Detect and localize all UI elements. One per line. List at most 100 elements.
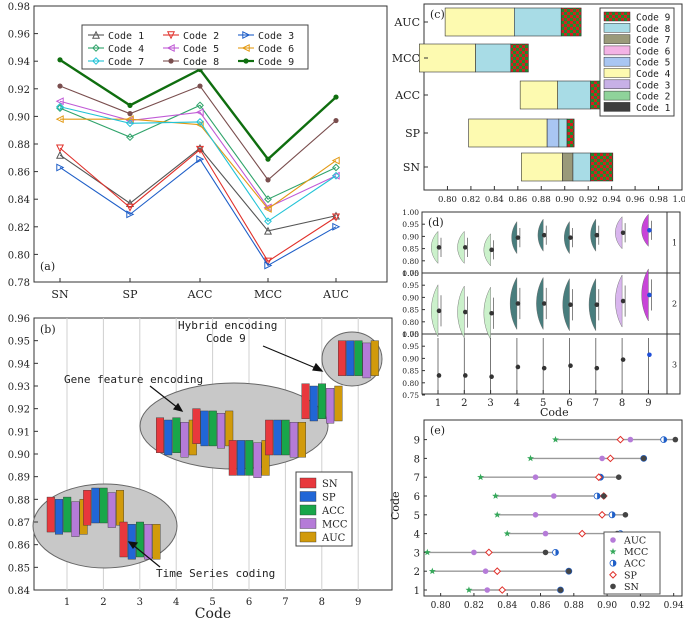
panel-a-xtick-label: ACC <box>187 288 213 301</box>
point-sn-code-9 <box>672 436 679 443</box>
legend-swatch-code3 <box>603 79 631 90</box>
segment-mcc-code4 <box>419 43 476 73</box>
legend-label-code8: Code 8 <box>636 24 671 35</box>
panel-d-ytick-label: 0.95 <box>402 342 419 351</box>
point-code-7 <box>332 171 340 180</box>
bar-code-9-auc <box>370 340 379 376</box>
panel-d-ytick-label: 0.80 <box>402 379 419 388</box>
legend-label-code2: Code 2 <box>636 92 670 103</box>
segment-sn-code7 <box>562 152 574 182</box>
bar-code-9-sn <box>338 340 347 376</box>
panel-e-xtick-label: 0.82 <box>464 601 484 611</box>
legend-marker-code-6 <box>241 43 250 53</box>
panel-c-category-label: MCC <box>392 52 420 65</box>
point-auc-code-2 <box>482 568 489 574</box>
panel-b-ytick-label: 0.93 <box>8 382 30 393</box>
mean-row1-code-5 <box>541 232 547 238</box>
panel-d-violin-chart: (d) 0.75 0.80 0.85 0.90 0.95 1.00 1 0.75 0.80 0.8… <box>402 208 681 419</box>
segment-sp-code8 <box>558 118 568 148</box>
bar-code-2-sn <box>83 490 92 526</box>
bar-code-3-sn <box>119 521 128 558</box>
bar-code-6-acc <box>245 440 254 476</box>
mean-row2-code-4 <box>515 301 521 306</box>
panel-b-xtick-label: 6 <box>246 597 252 608</box>
panel-b-ytick-label: 0.84 <box>8 586 30 597</box>
panel-b-xtick-label: 8 <box>319 597 325 608</box>
panel-e-xtick-label: 0.86 <box>530 601 550 611</box>
annotation-code-9: Code 9 <box>206 332 246 345</box>
point-code-5 <box>195 108 204 117</box>
panel-c-category-label: SN <box>403 161 421 174</box>
point-acc-code-6 <box>593 492 601 500</box>
bar-code-1-acc <box>63 496 72 533</box>
legend-swatch-acc <box>299 504 317 516</box>
panel-b-xtick-label: 5 <box>209 597 215 608</box>
point-code-2 <box>55 144 65 153</box>
panel-a-ytick-label: 0.94 <box>8 57 30 68</box>
legend-label-code-7: Code 7 <box>108 57 144 68</box>
bar-code-1-sn <box>46 496 55 533</box>
segment-acc-code4 <box>519 80 558 110</box>
mean-row3-code-1 <box>436 373 442 378</box>
mean-row2-code-7 <box>594 302 600 308</box>
segment-sn-code4 <box>521 152 563 182</box>
panel-e-xtick-label: 0.88 <box>564 601 584 611</box>
point-code-1 <box>195 143 205 152</box>
mean-row2-code-1 <box>436 308 442 314</box>
panel-e-xtick-label: 0.90 <box>597 601 617 611</box>
panel-e-ytick-label: 8 <box>414 454 420 465</box>
point-code-7 <box>126 119 134 128</box>
point-acc-code-5 <box>608 511 616 519</box>
panel-d-ytick-label: 0.80 <box>402 318 419 327</box>
mean-row3-code-5 <box>541 365 547 371</box>
panel-c-xtick-label: 0.90 <box>555 195 574 205</box>
point-code-3 <box>126 210 135 219</box>
panel-d-ytick-label: 0.85 <box>402 245 419 254</box>
legend-label-sp: SP <box>624 570 638 581</box>
mean-row1-code-8 <box>620 230 626 236</box>
legend-label-sn: SN <box>624 582 639 593</box>
legend-marker-code-7 <box>92 57 100 65</box>
panel-b-ytick-label: 0.90 <box>8 450 30 461</box>
segment-auc-code4 <box>444 7 515 37</box>
bar-code-6-mcc <box>253 442 262 478</box>
legend-label-code-9: Code 9 <box>258 57 294 68</box>
panel-a-ytick-label: 0.84 <box>8 195 30 206</box>
panel-d-xtick-label: 8 <box>619 398 625 409</box>
panel-c-xtick-label: 0.94 <box>602 195 621 205</box>
panel-d-xtick-label: 7 <box>593 398 599 409</box>
legend-label-code1: Code 1 <box>636 103 671 114</box>
panel-a-ytick-label: 0.96 <box>8 30 30 41</box>
legend-marker-mcc <box>609 548 617 555</box>
panel-a-ytick-label: 0.88 <box>8 140 30 151</box>
panel-b-xtick-label: 4 <box>173 597 179 608</box>
legend-label-auc: AUC <box>321 533 346 544</box>
legend-marker-code-1 <box>91 30 101 39</box>
panel-d-xtick-label: 1 <box>435 398 441 409</box>
point-code-8 <box>333 117 339 124</box>
panel-c-xtick-label: 1.00 <box>673 195 685 205</box>
bar-code-2-sp <box>91 487 100 524</box>
point-code-6 <box>195 120 204 129</box>
point-code-6 <box>55 115 64 124</box>
bar-code-9-mcc <box>362 342 371 379</box>
panel-e-ytick-label: 7 <box>414 473 420 484</box>
panel-a-legend-box <box>81 24 309 70</box>
panel-e-ylabel: Code <box>389 491 402 520</box>
legend-swatch-sn <box>299 477 317 489</box>
mean-row3-code-3 <box>489 374 494 380</box>
point-code-2 <box>263 257 273 266</box>
bar-code-8-mcc <box>326 388 335 424</box>
point-sp-code-9 <box>616 435 625 444</box>
point-sn-code-2 <box>566 568 572 574</box>
point-code-7 <box>264 217 272 226</box>
panel-e-frame <box>423 419 683 597</box>
mean-row3-code-6 <box>568 363 573 369</box>
panel-d-xtick-label: 3 <box>487 398 493 409</box>
panel-c-xtick-label: 0.82 <box>461 195 480 205</box>
panel-e-ytick-label: 3 <box>414 548 420 559</box>
violin-row2-code-1 <box>431 284 439 338</box>
legend-label-code6: Code 6 <box>636 46 671 57</box>
panel-b-ytick-label: 0.86 <box>8 541 30 552</box>
